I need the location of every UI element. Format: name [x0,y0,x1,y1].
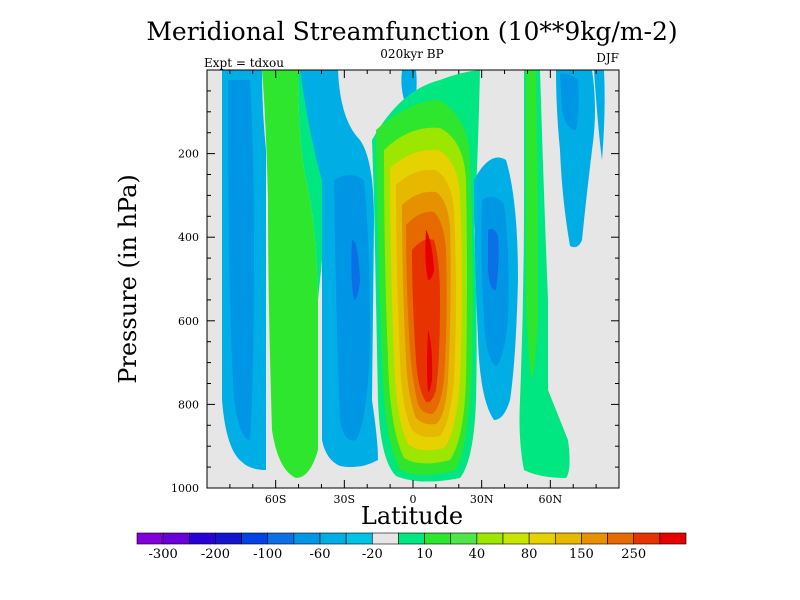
colorbar-label: -300 [149,547,178,562]
y-axis: 200 400 600 800 1000 [171,90,619,495]
colorbar-label: 40 [469,547,486,562]
colorbar-swatch [267,532,295,545]
time-label: 020kyr BP [380,47,443,61]
y-tick-label: 200 [178,148,199,161]
contour-fills [222,70,605,482]
colorbar-label: 250 [621,547,646,562]
x-tick-label: 60S [265,493,287,506]
colorbar-label: -100 [253,547,282,562]
colorbar-label: 80 [521,547,538,562]
colorbar-label: -60 [310,547,331,562]
colorbar-label: 10 [416,547,433,562]
chart-title: Meridional Streamfunction (10**9kg/m-2) [146,17,677,46]
contour-band [560,73,579,130]
colorbar-swatch [554,532,582,545]
colorbar-swatch [502,532,530,545]
colorbar-swatch [528,532,556,545]
contour-band [488,228,499,291]
colorbar-swatch [345,532,373,545]
x-axis-label: Latitude [361,502,463,530]
x-tick-label: 60N [539,493,563,506]
colorbar-swatch [398,532,425,545]
colorbar-swatch [659,532,687,545]
colorbar-swatch [215,532,242,545]
x-axis: 60S 30S 0 30N 60N [206,70,620,506]
contour-band [427,330,433,392]
colorbar-swatch [476,532,504,545]
season-label: DJF [596,51,619,65]
y-tick-label: 800 [178,398,199,411]
x-tick-label: 0 [410,493,417,506]
colorbar-swatch [241,532,269,545]
experiment-label: Expt = tdxou [204,56,284,70]
colorbar-swatch [136,532,164,545]
y-tick-label: 1000 [171,482,199,495]
colorbar-swatch [319,532,347,545]
x-tick-label: 30N [470,493,494,506]
y-tick-label: 600 [178,315,199,328]
contour-band [594,70,605,160]
contour-band [334,175,370,441]
contour-band [425,230,434,280]
colorbar-label: -20 [362,547,383,562]
colorbar-label: 150 [569,547,594,562]
contour-band [228,80,254,440]
colorbar-label: -200 [201,547,230,562]
colorbar-swatch [371,532,399,545]
colorbar: -300 -200 -100 -60 -20 10 40 80 150 250 [136,532,687,562]
colorbar-swatch [162,532,190,545]
colorbar-swatch [450,532,478,545]
contour-band [351,240,360,300]
colorbar-swatch [633,532,661,545]
colorbar-swatch [581,532,608,545]
colorbar-swatch [293,532,321,545]
y-tick-label: 400 [178,231,199,244]
colorbar-swatch [424,532,452,545]
x-tick-label: 30S [334,493,356,506]
contour-band [412,239,440,403]
y-axis-label: Pressure (in hPa) [114,174,142,384]
contour-band [526,70,538,380]
contour-band [262,70,318,478]
colorbar-swatch [607,532,635,545]
colorbar-swatch [188,532,216,545]
